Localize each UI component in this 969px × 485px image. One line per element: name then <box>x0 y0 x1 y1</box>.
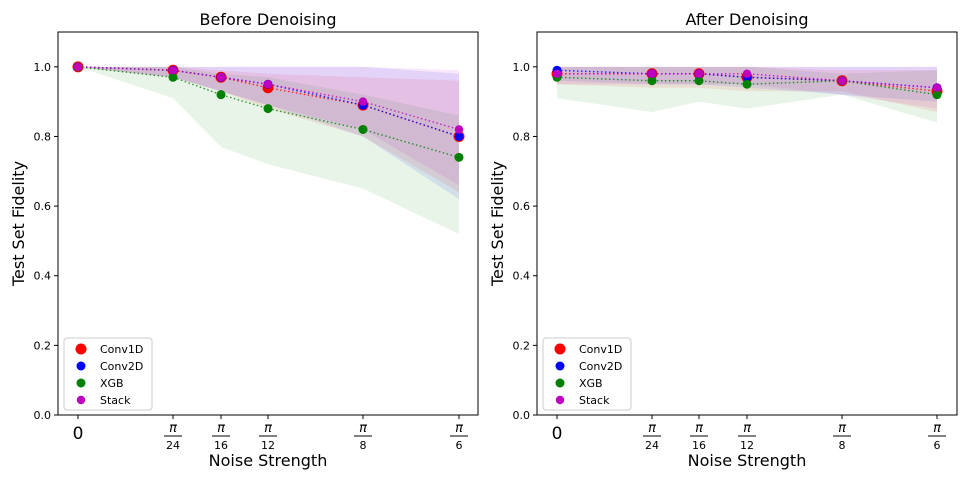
legend-marker-xgb <box>555 378 565 388</box>
point-xgb <box>216 90 226 100</box>
point-stack <box>742 69 752 78</box>
point-xgb <box>358 124 368 134</box>
x-axis-label: Noise Strength <box>209 451 328 470</box>
legend-box <box>542 337 632 411</box>
legend-label-stack: Stack <box>100 394 131 407</box>
y-tick-label: 0.2 <box>34 339 52 352</box>
legend-marker-stack <box>76 395 86 405</box>
chart-title: After Denoising <box>685 10 808 29</box>
point-xgb <box>263 104 273 114</box>
y-tick-label: 0.8 <box>513 130 531 143</box>
y-tick-label: 0.0 <box>34 409 52 422</box>
point-stack <box>454 125 464 134</box>
x-tick-label-denominator: 8 <box>839 439 846 452</box>
x-tick-label-denominator: 6 <box>456 439 463 452</box>
x-tick-label-denominator: 16 <box>214 439 228 452</box>
legend-label-xgb: XGB <box>579 377 603 390</box>
line-conv2d <box>77 66 460 138</box>
point-stack <box>932 83 942 92</box>
point-stack <box>552 69 562 78</box>
x-tick-label-numerator: π <box>648 421 656 436</box>
x-tick-label-denominator: 16 <box>692 439 706 452</box>
x-tick-label-numerator: π <box>359 421 367 436</box>
line-xgb <box>556 76 938 96</box>
point-xgb <box>454 152 464 162</box>
legend-label-conv1d: Conv1D <box>100 343 143 356</box>
legend-label-conv2d: Conv2D <box>100 360 143 373</box>
x-tick-label-numerator: π <box>169 421 177 436</box>
x-tick-label: 0 <box>73 424 84 444</box>
legend-marker-conv1d <box>75 343 87 355</box>
x-tick-label: 0 <box>552 424 563 444</box>
legend-box <box>63 337 153 411</box>
legend-marker-conv2d <box>555 361 565 371</box>
point-stack <box>358 97 368 106</box>
x-tick-label-denominator: 12 <box>740 439 754 452</box>
x-tick-label-numerator: π <box>264 421 272 436</box>
x-tick-label-numerator: π <box>743 421 751 436</box>
line-stack <box>557 73 938 89</box>
legend-marker-conv1d <box>554 343 566 355</box>
x-tick-label-numerator: π <box>838 421 846 436</box>
point-xgb <box>647 76 657 86</box>
y-axis-label: Test Set Fidelity <box>488 161 507 287</box>
point-xgb <box>932 90 942 100</box>
y-tick-label: 0.2 <box>513 339 531 352</box>
x-tick-label-denominator: 24 <box>166 439 180 452</box>
chart-title: Before Denoising <box>199 10 336 29</box>
y-tick-label: 1.0 <box>513 61 531 74</box>
y-tick-label: 0.0 <box>513 409 531 422</box>
y-tick-label: 0.8 <box>34 130 52 143</box>
legend-marker-conv2d <box>76 361 86 371</box>
y-tick-label: 1.0 <box>34 61 52 74</box>
y-axis-label: Test Set Fidelity <box>9 161 28 287</box>
panel-1: Before Denoising 0.0 0.2 0.4 0.6 0.8 1.0 0 π 24 π 1… <box>9 10 479 470</box>
y-tick-label: 0.4 <box>513 270 531 283</box>
x-tick-label-denominator: 8 <box>360 439 367 452</box>
legend: Conv1D Conv2D XGB Stack <box>542 337 632 411</box>
line-stack <box>77 66 460 131</box>
point-xgb <box>168 72 178 82</box>
x-tick-label-numerator: π <box>455 421 463 436</box>
point-stack <box>263 80 273 89</box>
x-tick-label-numerator: π <box>933 421 941 436</box>
band-stack <box>78 66 459 186</box>
point-stack <box>694 69 704 78</box>
legend-marker-xgb <box>76 378 86 388</box>
y-tick-label: 0.6 <box>513 200 531 213</box>
y-tick-label: 0.4 <box>34 270 52 283</box>
legend-label-conv2d: Conv2D <box>579 360 622 373</box>
x-tick-label-denominator: 6 <box>934 439 941 452</box>
x-tick-label-denominator: 12 <box>261 439 275 452</box>
x-tick-label-denominator: 24 <box>645 439 659 452</box>
point-stack <box>837 76 847 85</box>
point-conv2d <box>454 131 464 141</box>
panel-2: After Denoising 0.0 0.2 0.4 0.6 0.8 1.0 0 π 24 π 16… <box>488 10 958 470</box>
x-tick-label-numerator: π <box>695 421 703 436</box>
legend: Conv1D Conv2D XGB Stack <box>63 337 153 411</box>
legend-label-xgb: XGB <box>100 377 124 390</box>
point-stack <box>73 62 83 72</box>
x-axis-label: Noise Strength <box>688 451 807 470</box>
point-stack <box>216 73 226 82</box>
point-xgb <box>742 79 752 89</box>
legend-marker-stack <box>555 395 565 405</box>
legend-label-conv1d: Conv1D <box>579 343 622 356</box>
y-tick-label: 0.6 <box>34 200 52 213</box>
point-stack <box>647 69 657 78</box>
x-tick-label-numerator: π <box>217 421 225 436</box>
legend-label-stack: Stack <box>579 394 610 407</box>
point-stack <box>168 66 178 75</box>
point-xgb <box>694 76 704 86</box>
